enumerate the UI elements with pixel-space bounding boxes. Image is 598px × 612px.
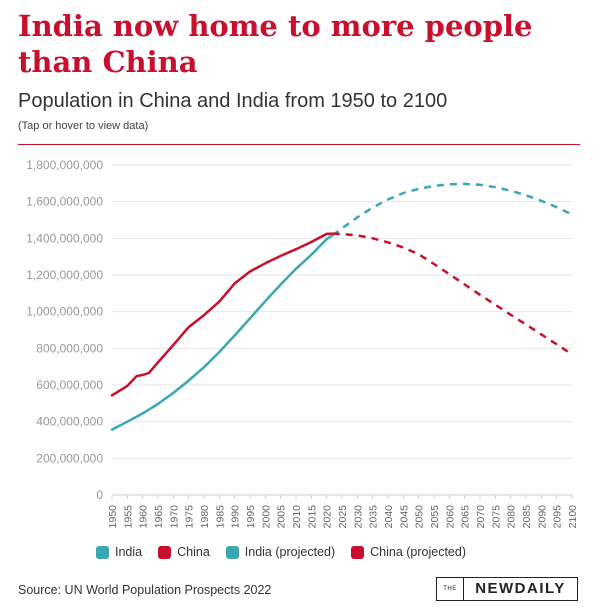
series-line-china[interactable] bbox=[110, 232, 335, 397]
y-tick-label: 0 bbox=[96, 488, 103, 502]
legend-label-china: China bbox=[177, 545, 210, 559]
x-tick-label: 1950 bbox=[107, 505, 119, 529]
population-line-chart[interactable]: 0 200,000,000 400,000,000 600,000,000 800,00… bbox=[0, 150, 598, 540]
x-tick-label: 2070 bbox=[475, 505, 487, 529]
x-tick-label: 1990 bbox=[230, 505, 242, 529]
x-tick-label: 1970 bbox=[168, 505, 180, 529]
x-tick-label: 1980 bbox=[199, 505, 211, 529]
x-tick-label: 2025 bbox=[337, 505, 349, 529]
legend-label-india: India bbox=[115, 545, 143, 559]
brand-logo[interactable]: THE NEWDAILY bbox=[436, 577, 578, 601]
x-tick-label: 2090 bbox=[536, 505, 548, 529]
x-tick-label: 2020 bbox=[322, 505, 334, 529]
x-tick-label: 2060 bbox=[444, 505, 456, 529]
brand-logo-the: THE bbox=[443, 586, 457, 592]
brand-logo-name: NEWDAILY bbox=[463, 578, 577, 600]
y-tick-label: 1,200,000,000 bbox=[26, 268, 103, 282]
source-note: Source: UN World Population Prospects 20… bbox=[18, 583, 272, 597]
series-line-china-projected[interactable] bbox=[332, 232, 573, 356]
x-tick-label: 1960 bbox=[138, 505, 150, 529]
y-tick-label: 1,000,000,000 bbox=[26, 305, 103, 319]
x-tick-label: 1985 bbox=[214, 505, 226, 529]
x-tick-label: 2050 bbox=[414, 505, 426, 529]
legend-swatch-china-projected bbox=[351, 545, 365, 559]
x-tick-label: 1965 bbox=[153, 505, 165, 529]
legend-label-china-projected: China (projected) bbox=[370, 545, 466, 559]
x-tick-label: 2065 bbox=[460, 505, 472, 529]
legend-label-india-projected: India (projected) bbox=[244, 545, 336, 559]
series-line-india-projected[interactable] bbox=[332, 182, 573, 237]
legend-swatch-india bbox=[96, 545, 109, 559]
x-tick-label: 2010 bbox=[291, 505, 303, 529]
x-tick-label: 2095 bbox=[552, 505, 564, 529]
y-tick-label: 200,000,000 bbox=[36, 451, 103, 465]
chart-title: India now home to more people than China bbox=[18, 9, 533, 79]
chart-legend: India China India (projected) China (pro… bbox=[96, 545, 466, 559]
y-tick-label: 600,000,000 bbox=[36, 378, 103, 392]
x-tick-label: 2080 bbox=[506, 505, 518, 529]
legend-item-china[interactable]: China bbox=[158, 545, 210, 559]
x-tick-label: 2055 bbox=[429, 505, 441, 529]
legend-swatch-india-projected bbox=[225, 545, 239, 559]
x-tick-label: 1955 bbox=[122, 505, 134, 529]
legend-item-china-projected[interactable]: China (projected) bbox=[351, 545, 466, 559]
x-tick-label: 1995 bbox=[245, 505, 257, 529]
legend-item-india-projected[interactable]: India (projected) bbox=[225, 545, 336, 559]
y-tick-label: 1,600,000,000 bbox=[26, 195, 103, 209]
legend-item-india[interactable]: India bbox=[96, 545, 142, 559]
x-tick-label: 2040 bbox=[383, 505, 395, 529]
y-tick-label: 800,000,000 bbox=[36, 341, 103, 355]
x-tick-label: 2100 bbox=[567, 505, 579, 529]
x-tick-label: 2000 bbox=[260, 505, 272, 529]
x-tick-label: 2075 bbox=[490, 505, 502, 529]
series-line-india[interactable] bbox=[110, 233, 335, 431]
chart-subtitle: Population in China and India from 1950 … bbox=[18, 90, 448, 112]
x-tick-label: 2030 bbox=[352, 505, 364, 529]
x-tick-label: 2005 bbox=[276, 505, 288, 529]
legend-swatch-china bbox=[158, 545, 172, 559]
x-tick-label: 2015 bbox=[306, 505, 318, 529]
x-tick-label: 2045 bbox=[398, 505, 410, 529]
x-tick-label: 1975 bbox=[184, 505, 196, 529]
y-tick-label: 1,400,000,000 bbox=[26, 231, 103, 245]
y-tick-label: 400,000,000 bbox=[36, 415, 103, 429]
header-divider bbox=[18, 144, 580, 145]
y-tick-label: 1,800,000,000 bbox=[26, 158, 103, 172]
x-tick-label: 2085 bbox=[521, 505, 533, 529]
interaction-note: (Tap or hover to view data) bbox=[18, 120, 149, 132]
x-tick-label: 2035 bbox=[368, 505, 380, 529]
